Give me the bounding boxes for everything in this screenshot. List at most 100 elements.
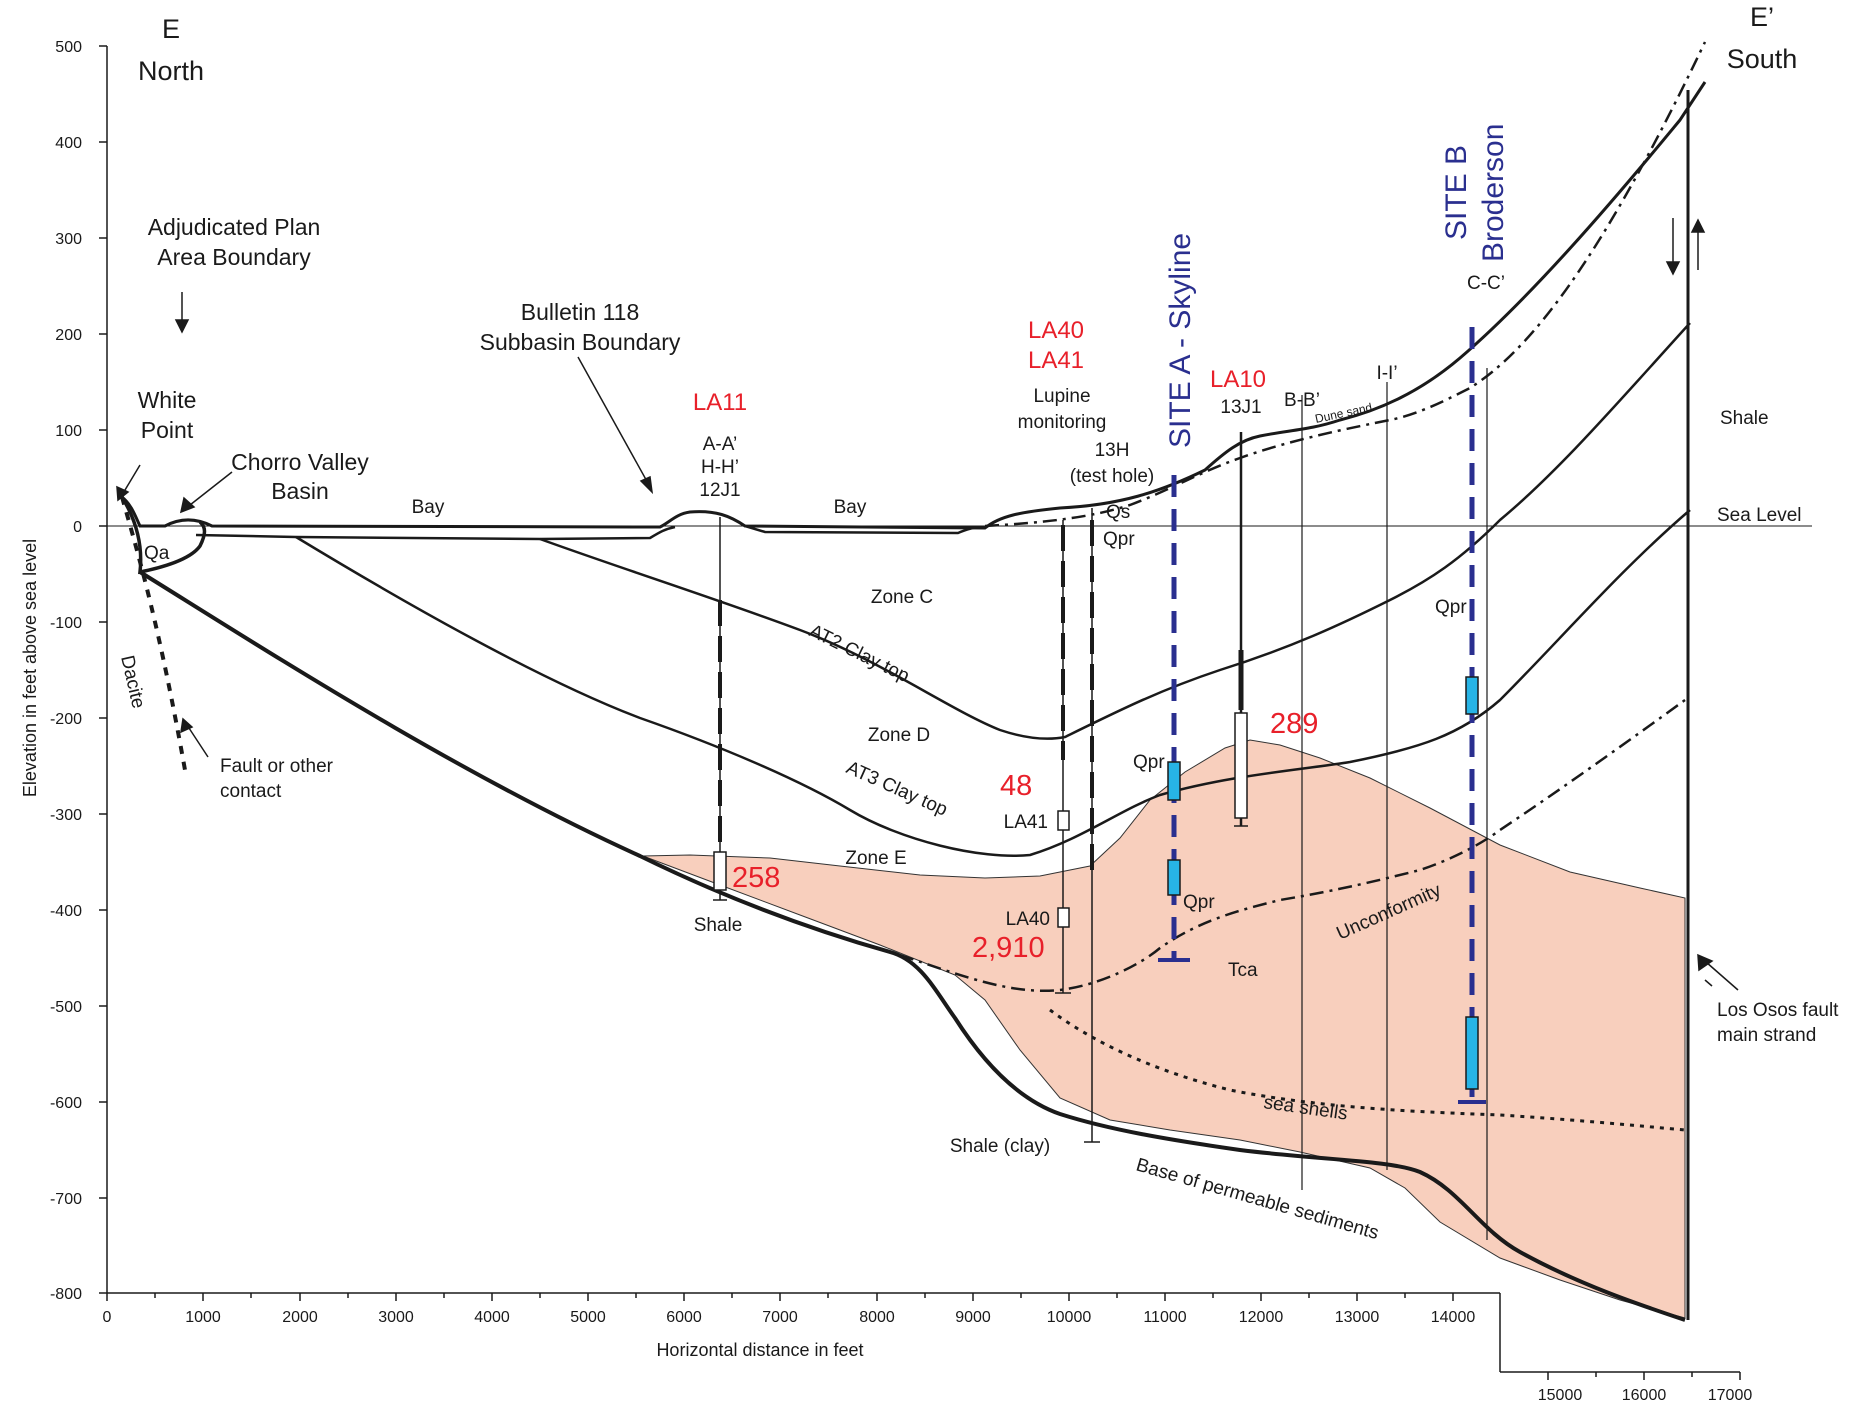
pointer-arrows [116, 218, 1739, 991]
wells [713, 432, 1248, 1143]
basin-lens-base [195, 525, 676, 541]
section-end-direction: South [1727, 44, 1798, 74]
x-axis-title: Horizontal distance in feet [656, 1340, 863, 1360]
fault-label-1: Fault or other [220, 756, 334, 777]
value-48: 48 [1000, 770, 1032, 802]
section-lines [1301, 368, 1488, 1240]
site-markers [1158, 327, 1486, 1104]
x-tick: 8000 [859, 1309, 895, 1326]
at2-clay-top [539, 322, 1691, 740]
dune-sand-label: Dune sand [1314, 400, 1374, 426]
x-tick: 0 [103, 1309, 112, 1326]
y-tick: -400 [50, 903, 82, 920]
site-b-screen-1 [1465, 676, 1479, 715]
site-b-screen-2 [1465, 1016, 1479, 1090]
y-tick: -200 [50, 711, 82, 728]
los-osos-label-2: main strand [1717, 1025, 1816, 1046]
cc-label: C-C’ [1467, 273, 1505, 294]
at3-clay-top [295, 509, 1691, 857]
zone-d-label: Zone D [868, 725, 930, 746]
y-axis [99, 45, 108, 1294]
los-osos-label-1: Los Osos fault [1717, 1000, 1839, 1021]
ii-label: I-I’ [1376, 363, 1397, 384]
well-la10-label: LA10 [1210, 366, 1266, 393]
well-la11-label: LA11 [693, 389, 747, 416]
arrow-icon [179, 496, 196, 514]
adjudicated-label-1: Adjudicated Plan [148, 214, 321, 240]
qa-basin [120, 496, 207, 575]
dacite-label: Dacite [116, 653, 149, 710]
la41-screen [1057, 810, 1070, 831]
y-tick: -500 [50, 999, 82, 1016]
x-tick: 5000 [570, 1309, 606, 1326]
y-tick: -800 [50, 1286, 82, 1303]
bedrock-fill [642, 739, 1686, 1319]
x-tick: 11000 [1143, 1309, 1186, 1326]
base-permeable-line [138, 570, 1686, 1322]
well-la40-label: LA40 [1028, 317, 1084, 344]
la40-screen [1057, 907, 1070, 928]
section-start-label: E [162, 14, 180, 44]
white-point-label-2: Point [141, 417, 194, 443]
white-point-label-1: White [138, 387, 197, 413]
qa-label: Qa [144, 543, 170, 564]
bay-label-2: Bay [834, 497, 867, 518]
dacite-contact [120, 496, 187, 771]
h13-label-1: 13H [1095, 440, 1130, 461]
x-tick-labels: 0 1000 2000 3000 4000 5000 6000 7000 800… [103, 1309, 1753, 1404]
x-tick: 7000 [762, 1309, 798, 1326]
hh-label: H-H’ [701, 457, 739, 478]
arrow-icon [1697, 953, 1714, 972]
aa-label: A-A’ [703, 434, 737, 455]
y-tick: 0 [73, 519, 82, 536]
y-tick-labels: 500 400 300 200 100 0 -100 -200 -300 -40… [50, 39, 82, 1303]
12j1-label: 12J1 [699, 480, 740, 501]
x-tick: 4000 [474, 1309, 510, 1326]
lupine-label-1: Lupine [1033, 386, 1090, 407]
qpr-label-4: Qpr [1435, 597, 1467, 618]
fault-label-2: contact [220, 781, 282, 802]
adjudicated-label-2: Area Boundary [157, 244, 311, 270]
la41-box-label: LA41 [1004, 812, 1048, 833]
h13-label-2: (test hole) [1070, 466, 1154, 487]
bay-lens-base [744, 524, 986, 535]
section-end-label: E’ [1750, 2, 1774, 32]
unconformity-line [899, 698, 1686, 992]
x-tick: 12000 [1239, 1309, 1284, 1326]
x-tick: 2000 [282, 1309, 318, 1326]
section-start-direction: North [138, 56, 204, 86]
arrow-icon [116, 485, 130, 502]
qpr-label-3: Qpr [1183, 892, 1215, 913]
13j1-label: 13J1 [1220, 397, 1261, 418]
la40-box-label: LA40 [1006, 909, 1050, 930]
x-tick: 15000 [1538, 1387, 1583, 1404]
value-289: 289 [1270, 708, 1318, 740]
at3-label: AT3 Clay top [843, 757, 951, 820]
x-tick: 10000 [1047, 1309, 1092, 1326]
site-b-name-label: Broderson [1477, 124, 1510, 262]
sea-level-label: Sea Level [1717, 505, 1802, 526]
x-tick: 16000 [1622, 1387, 1667, 1404]
y-tick: -700 [50, 1191, 82, 1208]
y-tick: 300 [55, 231, 82, 248]
arrow-icon [180, 717, 194, 734]
x-axis [106, 1292, 1741, 1380]
site-a-screen-1 [1167, 761, 1181, 801]
x-tick: 9000 [955, 1309, 991, 1326]
tca-label: Tca [1228, 960, 1258, 981]
up-arrow-icon [1690, 218, 1706, 233]
x-tick: 13000 [1335, 1309, 1380, 1326]
bulletin-label-1: Bulletin 118 [521, 299, 640, 325]
y-tick: 200 [55, 327, 82, 344]
lupine-label-2: monitoring [1018, 412, 1107, 433]
x-tick: 1000 [185, 1309, 221, 1326]
down-arrow-icon [174, 319, 190, 334]
x-tick: 17000 [1708, 1387, 1753, 1404]
bay-label-1: Bay [412, 497, 445, 518]
base-permeable-label: Base of permeable sediments [1134, 1155, 1381, 1244]
well-la41-label: LA41 [1028, 347, 1084, 374]
contact-lines [120, 41, 1707, 1322]
y-tick: 100 [55, 423, 82, 440]
site-a-label: SITE A - Skyline [1164, 233, 1197, 448]
